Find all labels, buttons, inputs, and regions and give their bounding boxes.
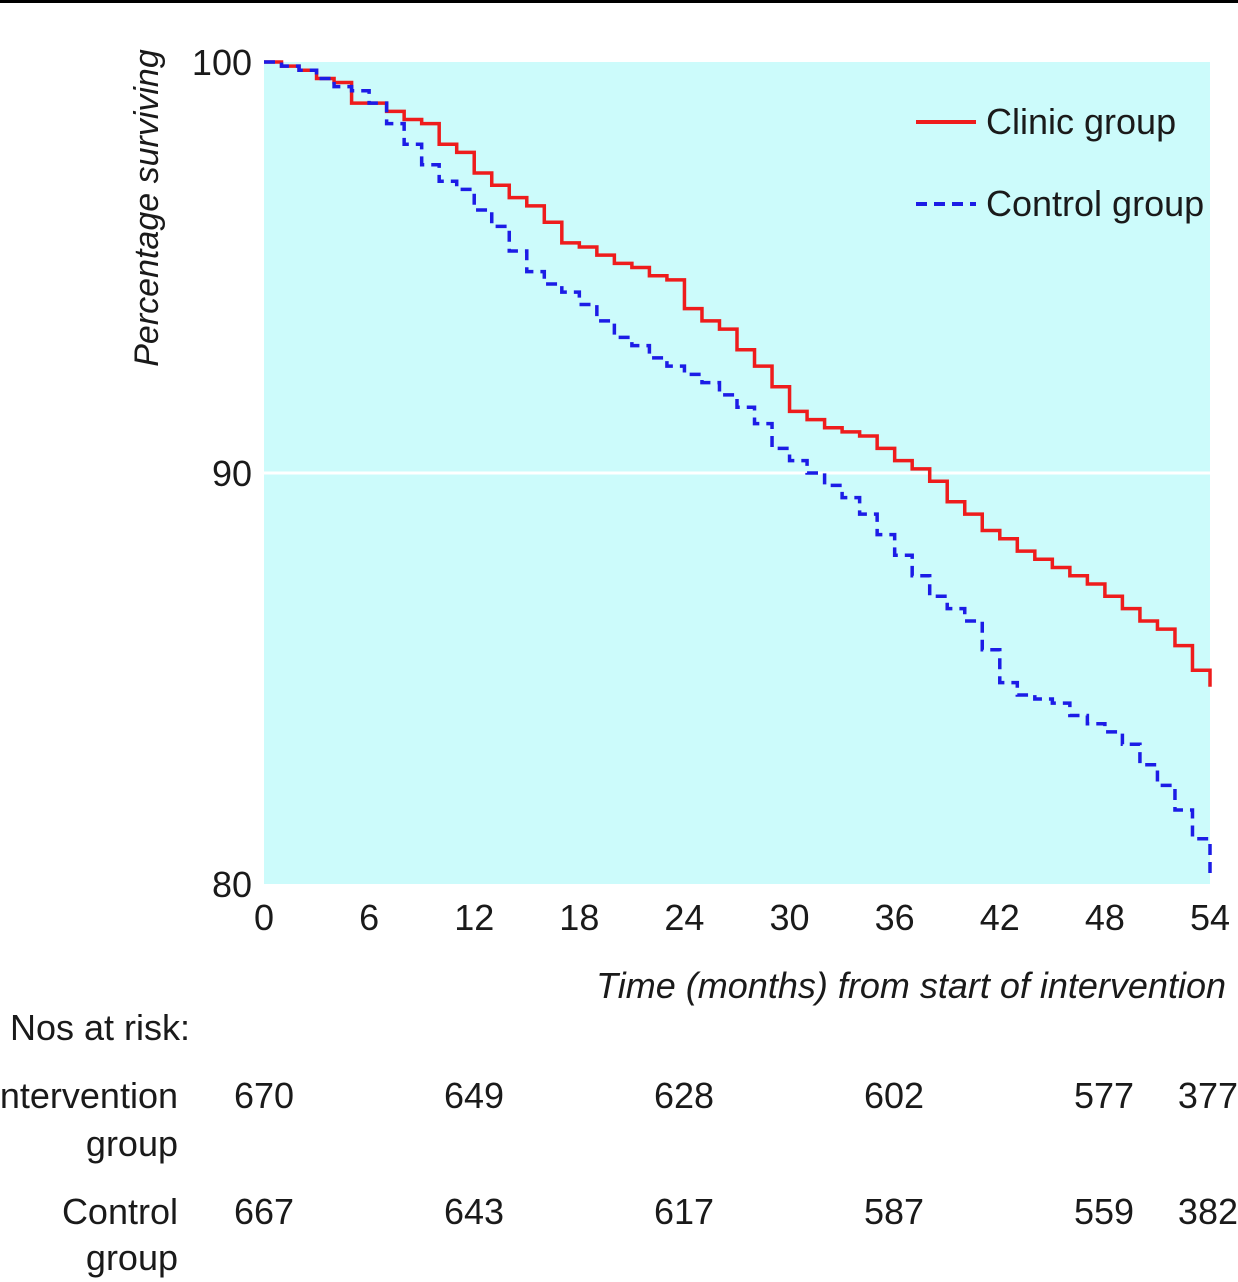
risk-row-label-intervention-1: Intervention: [0, 1075, 178, 1116]
legend: Clinic group Control group: [916, 101, 1204, 224]
x-tick-label: 12: [454, 897, 494, 938]
legend-label-control: Control group: [986, 183, 1204, 224]
risk-value: 382: [1177, 1191, 1238, 1232]
risk-value: 617: [653, 1191, 715, 1232]
risk-value: 377: [1177, 1075, 1238, 1116]
x-axis-ticks: 0 6 12 18 24 30 36 42 48 54: [254, 897, 1230, 938]
risk-value: 670: [233, 1075, 295, 1116]
risk-value: 643: [443, 1191, 505, 1232]
x-tick-label: 30: [770, 897, 810, 938]
risk-table-heading: Nos at risk:: [10, 1007, 191, 1048]
risk-value: 602: [863, 1075, 925, 1116]
x-tick-label: 36: [875, 897, 915, 938]
risk-row-label-control-1: Control: [61, 1191, 178, 1232]
x-tick-label: 48: [1085, 897, 1125, 938]
y-axis-ticks: 80 90 100: [192, 42, 252, 905]
risk-value: 649: [443, 1075, 505, 1116]
x-tick-label: 54: [1190, 897, 1230, 938]
risk-row-label-intervention-2: group: [85, 1123, 178, 1164]
x-tick-label: 18: [559, 897, 599, 938]
series-line-clinic: [264, 60, 1212, 687]
risk-row-label-control-2: group: [85, 1237, 178, 1278]
survival-chart: 0 6 12 18 24 30 36 42 48 54 80 90 100 Percentage su…: [128, 42, 1230, 1006]
series-line-control: [264, 60, 1212, 876]
y-tick-label: 90: [212, 453, 252, 494]
risk-value: 587: [863, 1191, 925, 1232]
x-tick-label: 24: [664, 897, 704, 938]
series-layer: [264, 60, 1212, 876]
risk-value: 559: [1073, 1191, 1135, 1232]
x-tick-label: 42: [980, 897, 1020, 938]
y-tick-label: 100: [192, 42, 252, 83]
legend-label-clinic: Clinic group: [986, 101, 1176, 142]
x-tick-label: 6: [359, 897, 379, 938]
x-tick-label: 0: [254, 897, 274, 938]
risk-value: 667: [233, 1191, 295, 1232]
y-tick-label: 80: [212, 864, 252, 905]
top-border-rule: [0, 0, 1238, 3]
x-axis-label: Time (months) from start of intervention: [596, 965, 1226, 1006]
y-axis-label: Percentage surviving: [128, 49, 166, 367]
risk-value: 577: [1073, 1075, 1135, 1116]
risk-value: 628: [653, 1075, 715, 1116]
